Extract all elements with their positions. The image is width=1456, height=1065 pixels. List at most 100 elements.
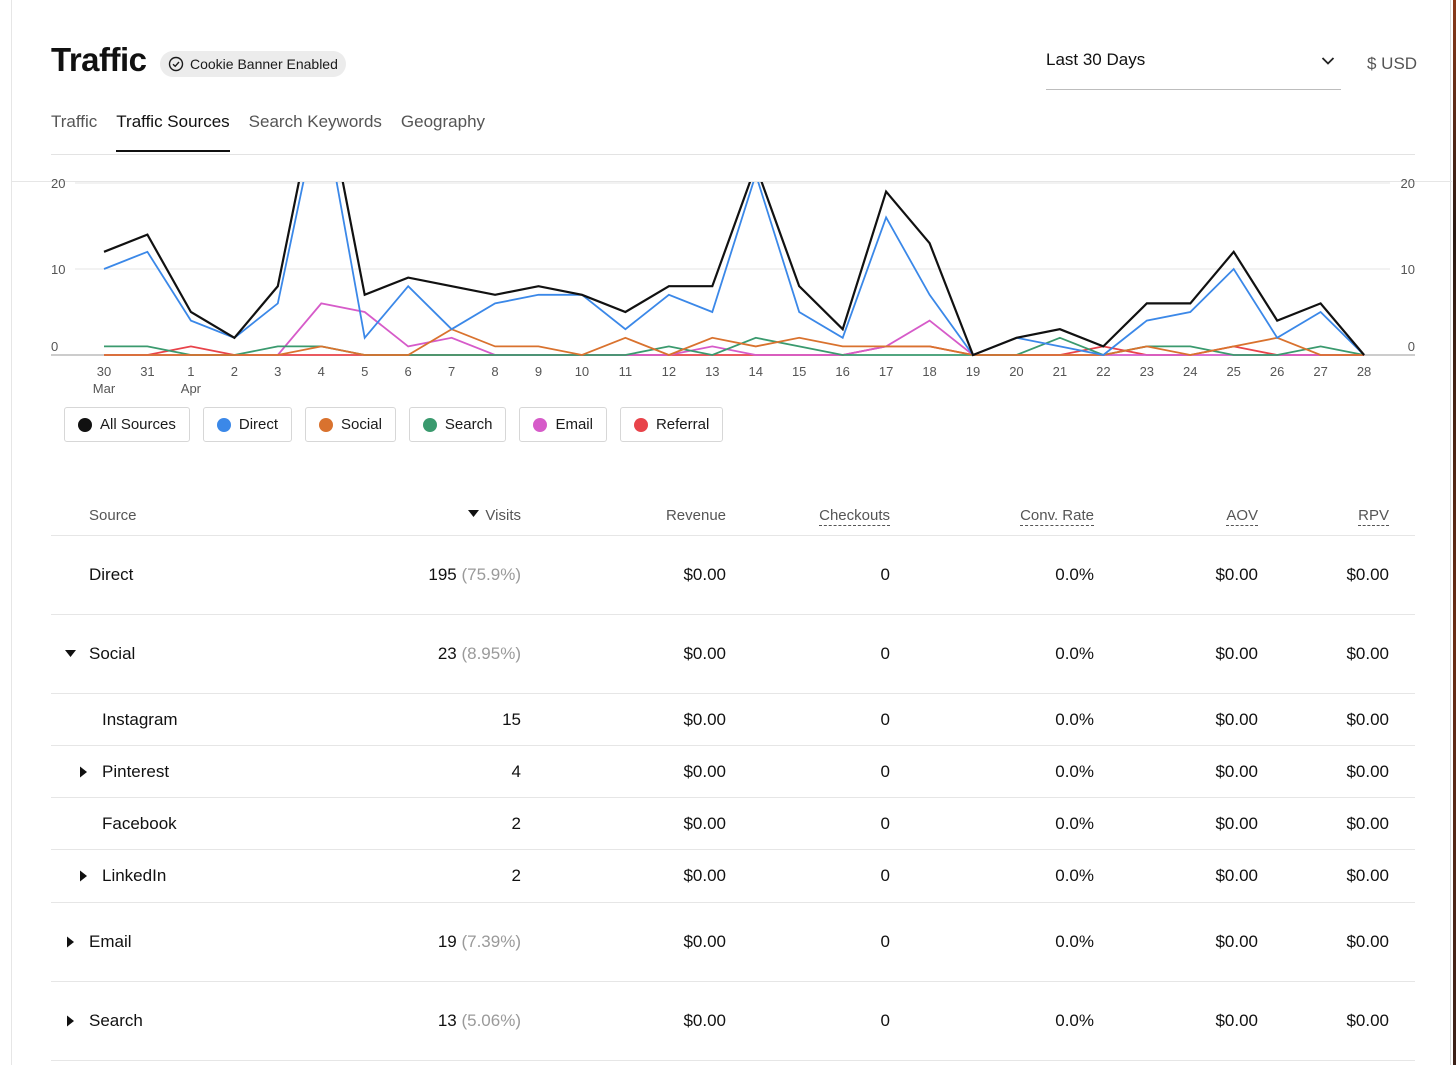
x-tick-label: 22 <box>1096 364 1110 379</box>
conv-rate-cell: 0.0% <box>1055 932 1094 951</box>
aov-cell: $0.00 <box>1215 761 1258 781</box>
x-tick-label: 27 <box>1313 364 1327 379</box>
legend-label: All Sources <box>100 416 176 433</box>
rpv-cell: $0.00 <box>1346 644 1389 663</box>
x-tick-label: 25 <box>1226 364 1240 379</box>
date-range-value: Last 30 Days <box>1046 50 1146 69</box>
caret-right-icon[interactable] <box>67 1015 74 1027</box>
legend-label: Direct <box>238 416 279 433</box>
legend-social[interactable]: Social <box>305 407 396 442</box>
checkouts-cell: 0 <box>880 565 890 584</box>
tab-traffic-sources[interactable]: Traffic Sources <box>116 112 231 152</box>
checkouts-cell: 0 <box>880 709 890 729</box>
chart-top-divider <box>12 181 1452 182</box>
legend-email[interactable]: Email <box>519 407 607 442</box>
rpv-cell: $0.00 <box>1346 932 1389 951</box>
chart-legend: All Sources Direct Social Search Email R… <box>64 407 736 442</box>
table-subrow[interactable]: Facebook 2 $0.00 0 0.0% $0.00 $0.00 <box>51 798 1415 850</box>
x-tick-label: 6 <box>405 364 412 379</box>
legend-dot-icon <box>319 417 334 432</box>
caret-right-icon[interactable] <box>67 936 74 948</box>
table-row[interactable]: Search 13 (5.06%) $0.00 0 0.0% $0.00 $0.… <box>51 982 1415 1061</box>
currency-label[interactable]: $ USD <box>1367 54 1418 73</box>
col-header-source[interactable]: Source <box>89 507 137 524</box>
source-name: Facebook <box>102 813 177 833</box>
x-tick-label: 14 <box>749 364 763 379</box>
y-tick-label-left: 20 <box>51 176 65 191</box>
source-name: Pinterest <box>102 761 170 781</box>
revenue-cell: $0.00 <box>683 644 726 663</box>
visits-cell: 2 <box>511 866 521 885</box>
window-right-edge <box>1450 0 1456 1065</box>
tab-bar: Traffic Traffic Sources Search Keywords … <box>51 112 504 152</box>
rpv-cell: $0.00 <box>1346 709 1389 729</box>
badge-label: Cookie Banner Enabled <box>190 56 338 72</box>
table-subrow[interactable]: LinkedIn 2 $0.00 0 0.0% $0.00 $0.00 <box>51 850 1415 903</box>
rpv-cell: $0.00 <box>1346 813 1389 833</box>
y-tick-label-right: 0 <box>1408 339 1415 354</box>
y-tick-label-left: 0 <box>51 339 58 354</box>
source-name: Search <box>89 1011 143 1030</box>
x-tick-label: 30 <box>97 364 111 379</box>
revenue-cell: $0.00 <box>683 932 726 951</box>
tab-search-keywords[interactable]: Search Keywords <box>248 112 382 131</box>
x-tick-label: 13 <box>705 364 719 379</box>
series-line-social <box>104 328 1365 356</box>
legend-search[interactable]: Search <box>408 407 507 442</box>
x-tick-label: 24 <box>1183 364 1197 379</box>
caret-down-icon[interactable] <box>65 650 76 658</box>
table-row[interactable]: Direct 195 (75.9%) $0.00 0 0.0% $0.00 $0… <box>51 536 1415 615</box>
revenue-cell: $0.00 <box>683 1011 726 1030</box>
col-header-conv-rate[interactable]: Conv. Rate <box>1020 507 1094 526</box>
table-row[interactable]: Social 23 (8.95%) $0.00 0 0.0% $0.00 $0.… <box>51 615 1415 694</box>
table-subrow[interactable]: Pinterest 4 $0.00 0 0.0% $0.00 $0.00 <box>51 746 1415 798</box>
col-header-revenue[interactable]: Revenue <box>665 507 726 524</box>
series-line-all-sources <box>103 182 1365 357</box>
table-row[interactable]: Email 19 (7.39%) $0.00 0 0.0% $0.00 $0.0… <box>51 903 1415 982</box>
tab-geography[interactable]: Geography <box>400 112 486 131</box>
table-subrow[interactable]: Instagram 15 $0.00 0 0.0% $0.00 $0.00 <box>51 694 1415 746</box>
x-tick-label: 11 <box>619 364 633 379</box>
aov-cell: $0.00 <box>1215 1011 1258 1030</box>
visits-cell: 2 <box>511 813 521 833</box>
x-tick-label: 31 <box>140 364 154 379</box>
aov-cell: $0.00 <box>1215 866 1258 885</box>
tabs-divider <box>51 154 1415 155</box>
visits-cell: 195 (75.9%) <box>428 565 521 584</box>
source-name: Email <box>89 932 132 951</box>
y-tick-label-right: 10 <box>1401 262 1415 277</box>
visits-cell: 15 <box>502 709 521 729</box>
tab-traffic[interactable]: Traffic <box>51 112 98 131</box>
col-header-checkouts[interactable]: Checkouts <box>819 507 890 526</box>
aov-cell: $0.00 <box>1215 932 1258 951</box>
source-name: Social <box>89 644 136 663</box>
check-circle-icon <box>168 56 184 72</box>
rpv-cell: $0.00 <box>1346 565 1389 584</box>
checkouts-cell: 0 <box>880 644 890 663</box>
col-header-aov[interactable]: AOV <box>1226 507 1258 526</box>
legend-label: Email <box>555 416 593 433</box>
revenue-cell: $0.00 <box>683 813 726 833</box>
checkouts-cell: 0 <box>880 761 890 781</box>
legend-label: Social <box>341 416 382 433</box>
x-tick-label: 23 <box>1140 364 1154 379</box>
x-tick-label: 28 <box>1357 364 1371 379</box>
legend-all-sources[interactable]: All Sources <box>64 407 190 442</box>
series-line-email <box>104 302 1365 356</box>
conv-rate-cell: 0.0% <box>1055 866 1094 885</box>
legend-dot-icon <box>633 417 648 432</box>
legend-direct[interactable]: Direct <box>202 407 293 442</box>
legend-dot-icon <box>422 417 437 432</box>
caret-right-icon[interactable] <box>80 870 87 882</box>
visits-cell: 4 <box>511 761 521 781</box>
col-header-visits[interactable]: Visits <box>468 507 521 524</box>
caret-right-icon[interactable] <box>80 766 87 777</box>
col-header-rpv[interactable]: RPV <box>1358 507 1389 526</box>
source-name: LinkedIn <box>102 866 167 885</box>
conv-rate-cell: 0.0% <box>1055 644 1094 663</box>
date-range-select[interactable]: Last 30 Days <box>1046 50 1341 90</box>
x-tick-label: 1 <box>187 364 194 379</box>
conv-rate-cell: 0.0% <box>1055 1011 1094 1030</box>
legend-referral[interactable]: Referral <box>619 407 724 442</box>
aov-cell: $0.00 <box>1215 709 1258 729</box>
